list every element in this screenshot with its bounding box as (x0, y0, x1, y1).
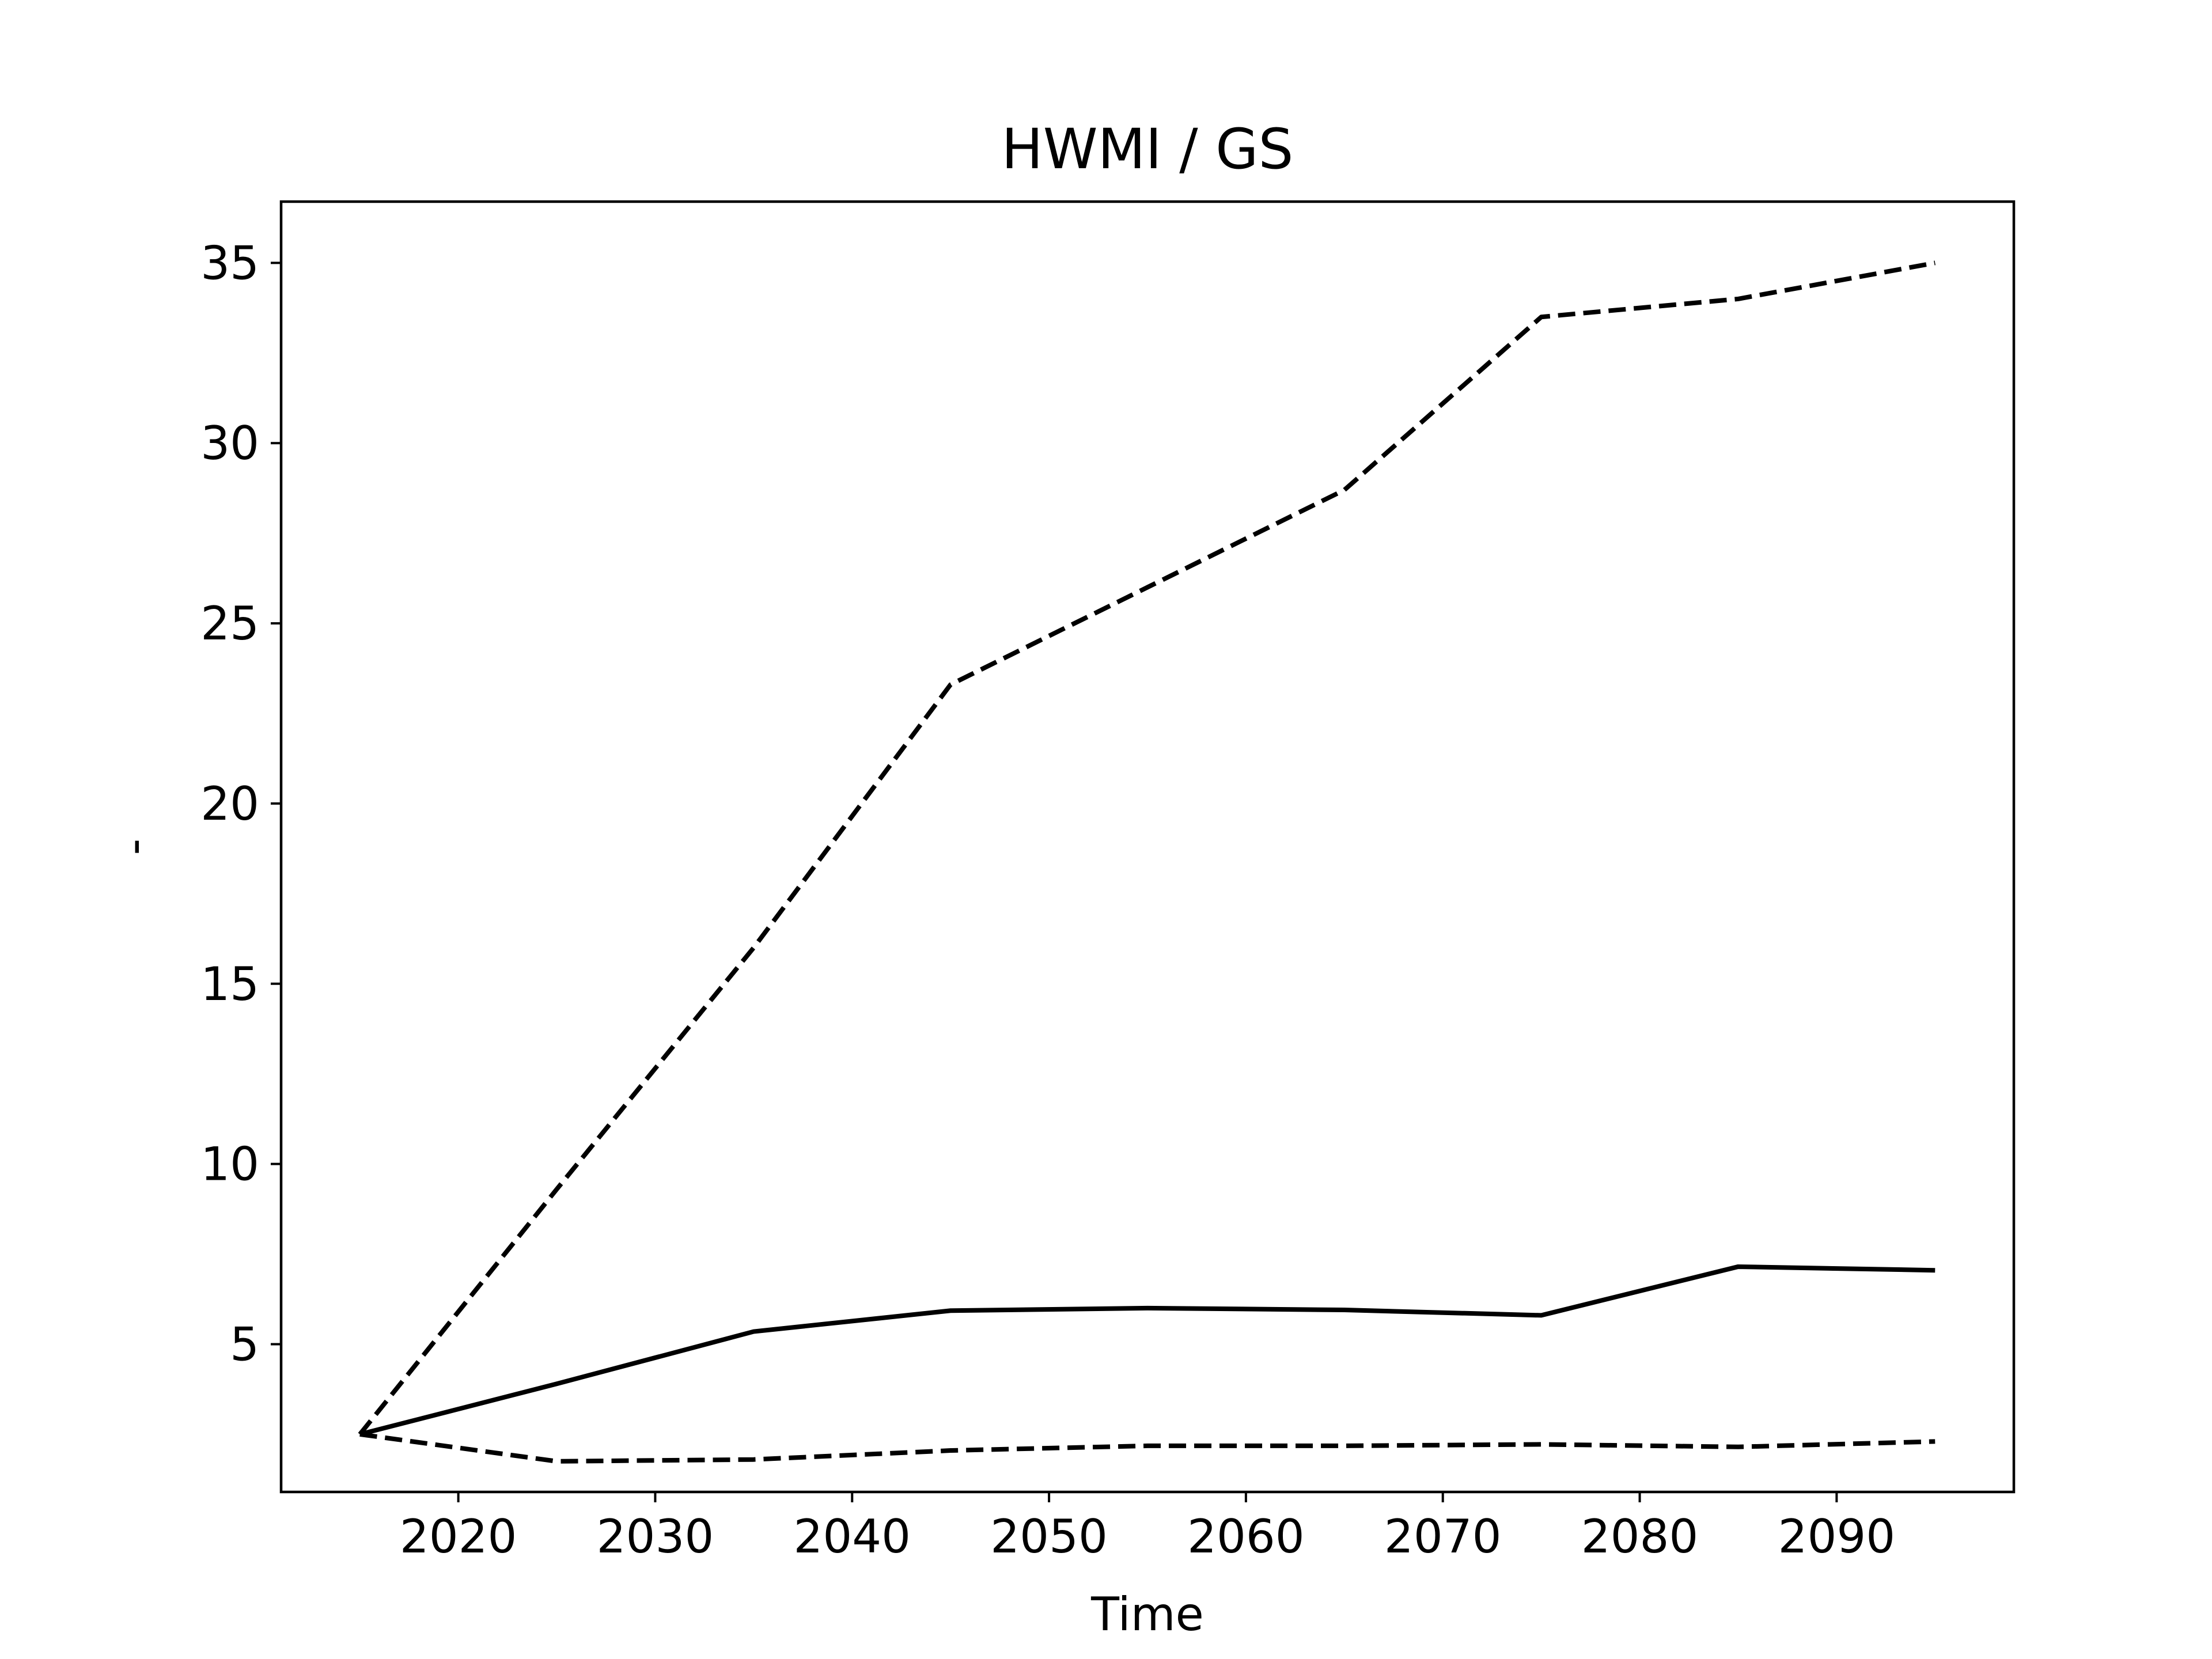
x-tick-label: 2040 (793, 1510, 911, 1563)
series-line-dashed-upper (358, 260, 1936, 1436)
y-tick-label: 30 (200, 416, 259, 470)
x-tick-label: 2020 (400, 1510, 517, 1563)
y-axis-label: - (107, 839, 161, 855)
y-tick-label: 10 (200, 1138, 259, 1191)
series-line-dashed-lower (359, 1431, 1936, 1464)
series-line-solid (359, 1264, 1936, 1437)
plot-frame (279, 200, 2016, 1494)
y-tick-label: 15 (200, 957, 259, 1011)
tick-layer: 2020 2030 2040 2050 2060 2070 2080 2090 5 10 15 20 2… (200, 236, 1895, 1563)
y-tick-label: 35 (200, 236, 259, 290)
x-tick-label: 2070 (1384, 1510, 1502, 1563)
x-tick-label: 2090 (1778, 1510, 1896, 1563)
x-tick-label: 2060 (1187, 1510, 1305, 1563)
y-tick-label: 20 (200, 777, 259, 831)
x-tick-label: 2080 (1581, 1510, 1699, 1563)
y-tick-label: 5 (230, 1317, 259, 1371)
y-tick-label: 25 (200, 597, 259, 650)
x-tick-label: 2030 (597, 1510, 714, 1563)
chart-title: HWMI / GS (1002, 117, 1294, 181)
x-axis-label: Time (1090, 1588, 1204, 1641)
series-layer (358, 260, 1936, 1464)
x-tick-label: 2050 (990, 1510, 1108, 1563)
